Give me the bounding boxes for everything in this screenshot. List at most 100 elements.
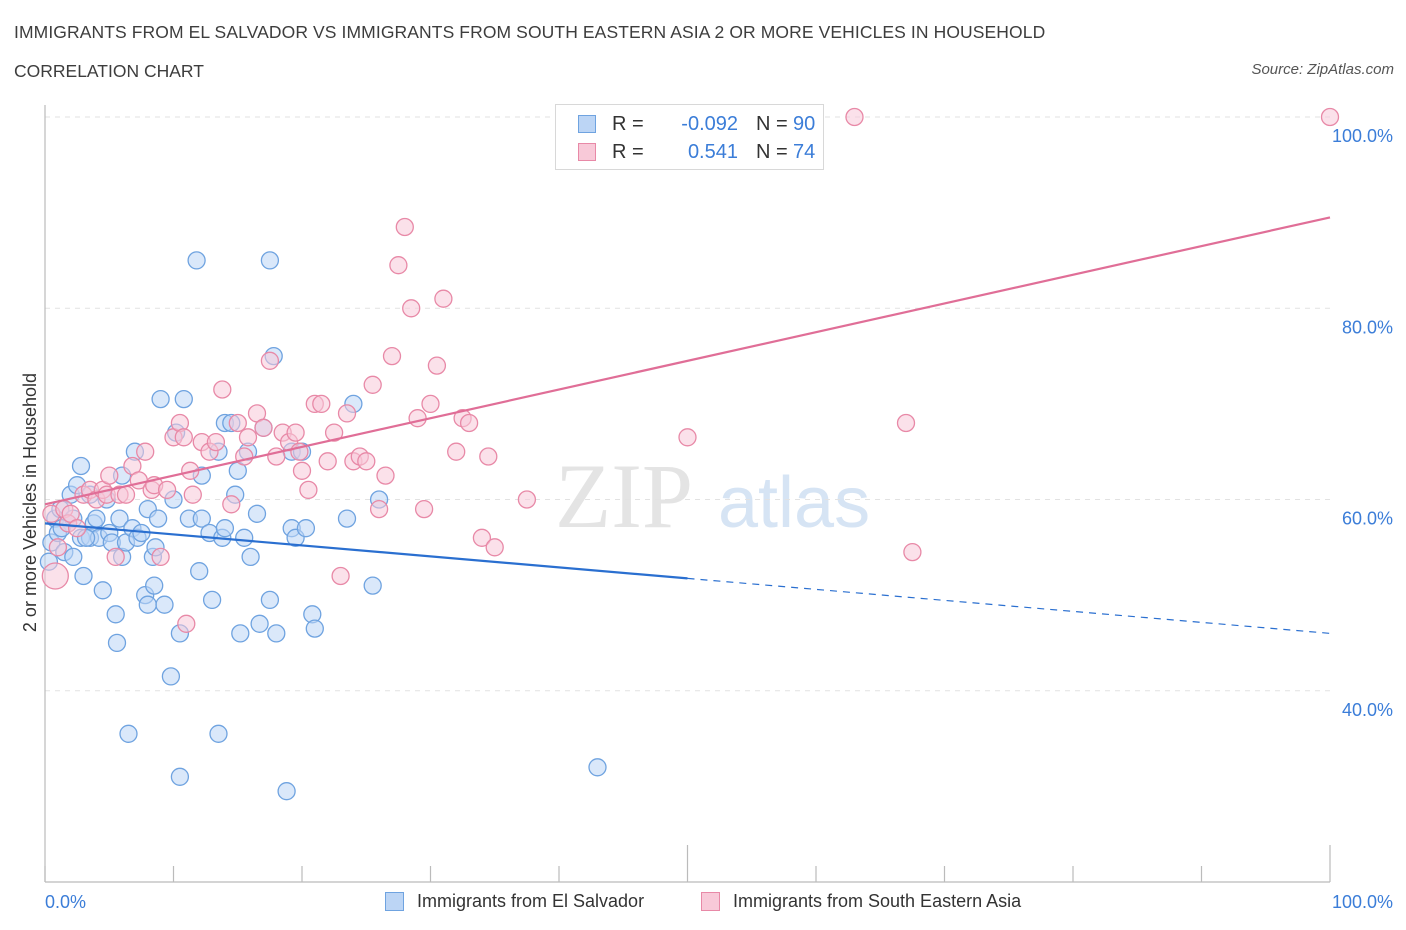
point-south-eastern-asia (331, 566, 350, 586)
point-el-salvador (138, 595, 157, 614)
trend-line-el-salvador (44, 522, 688, 580)
point-south-eastern-asia (369, 499, 389, 519)
point-el-salvador (296, 519, 316, 538)
point-el-salvador (64, 547, 83, 567)
point-el-salvador (235, 528, 254, 547)
point-south-eastern-asia (292, 461, 312, 480)
point-south-eastern-asia (238, 428, 258, 447)
axis-labels: 40.0% 60.0% 80.0% 100.0% 0.0% 100.0% 2 or more… (20, 126, 1393, 912)
point-south-eastern-asia (324, 423, 344, 442)
point-south-eastern-asia (299, 480, 318, 500)
point-south-eastern-asia (177, 614, 196, 633)
bottom-legend-swatch-pink (701, 892, 720, 911)
y-tick-label: 100.0% (1332, 126, 1393, 146)
point-el-salvador (277, 782, 296, 801)
point-south-eastern-asia (402, 299, 421, 318)
watermark-atlas: atlas (718, 463, 870, 543)
point-el-salvador (119, 724, 138, 743)
point-el-salvador (260, 590, 280, 610)
point-el-salvador (151, 389, 170, 409)
point-south-eastern-asia (363, 375, 382, 394)
point-south-eastern-asia (376, 466, 395, 485)
point-south-eastern-asia (395, 217, 414, 237)
point-south-eastern-asia (100, 466, 119, 485)
point-south-eastern-asia (427, 356, 447, 375)
legend-n-value: 74 (793, 141, 816, 163)
stats-legend: R = -0.092 N = 90 R = 0.541 N = 74 (555, 104, 824, 170)
point-south-eastern-asia (157, 480, 177, 500)
point-south-eastern-asia (389, 256, 408, 275)
point-south-eastern-asia (472, 528, 492, 547)
point-south-eastern-asia (1320, 107, 1340, 127)
point-el-salvador (145, 576, 164, 595)
point-el-salvador (74, 566, 93, 586)
chart-title: IMMIGRANTS FROM EL SALVADOR VS IMMIGRANT… (14, 22, 1046, 42)
point-el-salvador (110, 509, 129, 528)
bottom-legend-label: Immigrants from El Salvador (417, 891, 645, 911)
legend-swatch-pink (578, 143, 596, 161)
point-south-eastern-asia (312, 394, 331, 414)
chart-subtitle: CORRELATION CHART (14, 61, 204, 81)
point-south-eastern-asia (357, 452, 376, 471)
point-south-eastern-asia (318, 452, 337, 471)
point-el-salvador (260, 251, 280, 270)
trend-line-el-salvador-projected (687, 577, 1331, 634)
point-el-salvador (170, 767, 190, 786)
point-south-eastern-asia (213, 380, 232, 399)
point-el-salvador (363, 576, 382, 595)
point-south-eastern-asia (48, 538, 68, 557)
point-south-eastern-asia (260, 351, 280, 370)
point-south-eastern-asia (136, 442, 155, 461)
point-el-salvador (106, 605, 125, 624)
point-el-salvador (155, 595, 174, 614)
x-tick-label-min: 0.0% (45, 892, 86, 912)
legend-n-value: 90 (793, 113, 816, 135)
point-south-eastern-asia (896, 413, 916, 433)
point-south-eastern-asia (421, 394, 440, 414)
point-south-eastern-asia (382, 346, 402, 366)
point-el-salvador (588, 758, 607, 777)
point-el-salvador (187, 251, 206, 270)
point-south-eastern-asia (151, 547, 170, 567)
data-points (39, 107, 1340, 801)
point-el-salvador (250, 614, 269, 633)
trend-line-south-eastern-asia (44, 216, 1331, 506)
point-south-eastern-asia (903, 542, 922, 562)
point-south-eastern-asia (206, 432, 226, 452)
watermark-zip: ZIP (555, 445, 693, 547)
point-south-eastern-asia (41, 562, 69, 590)
point-el-salvador (337, 509, 357, 528)
point-south-eastern-asia (222, 495, 241, 514)
trend-lines (44, 216, 1331, 634)
legend-r-value: 0.541 (687, 141, 738, 163)
source-label: Source: ZipAtlas.com (1251, 61, 1394, 78)
point-el-salvador (202, 590, 222, 610)
point-south-eastern-asia (517, 490, 537, 509)
point-el-salvador (93, 581, 112, 600)
point-el-salvador (107, 633, 127, 653)
point-el-salvador (305, 619, 324, 638)
legend-r-label: R = (612, 113, 644, 135)
point-south-eastern-asia (235, 447, 254, 466)
point-south-eastern-asia (183, 485, 202, 504)
point-el-salvador (148, 509, 168, 528)
point-el-salvador (247, 504, 267, 523)
point-el-salvador (87, 509, 106, 528)
point-south-eastern-asia (116, 485, 136, 504)
point-south-eastern-asia (485, 538, 504, 557)
point-south-eastern-asia (286, 423, 305, 442)
point-south-eastern-asia (337, 404, 357, 423)
point-el-salvador (215, 519, 235, 538)
y-tick-label: 80.0% (1342, 317, 1393, 337)
point-el-salvador (174, 389, 193, 409)
legend-n-label: N = (756, 113, 788, 135)
point-south-eastern-asia (459, 413, 479, 433)
legend-swatch-blue (578, 115, 596, 133)
point-south-eastern-asia (254, 418, 273, 437)
point-south-eastern-asia (845, 107, 864, 127)
bottom-legend-label: Immigrants from South Eastern Asia (733, 891, 1022, 911)
point-el-salvador (241, 547, 260, 567)
point-el-salvador (209, 724, 228, 743)
point-south-eastern-asia (106, 547, 125, 567)
